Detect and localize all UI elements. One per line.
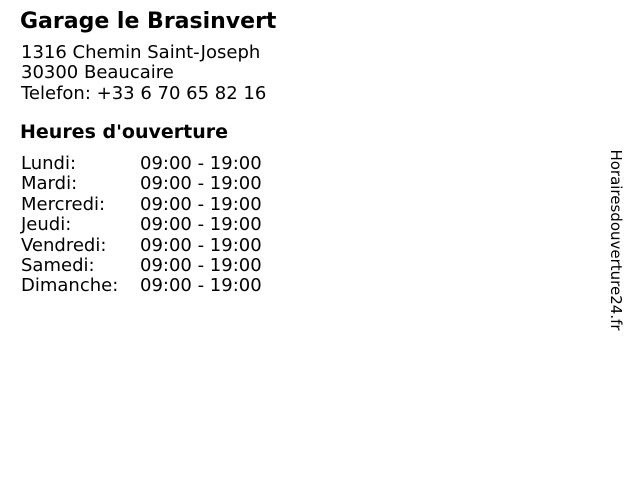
day-label: Lundi:: [21, 153, 77, 174]
business-name: Garage le Brasinvert: [20, 9, 277, 34]
time-value: 09:00 - 19:00: [140, 214, 262, 236]
day-label: Mercredi:: [21, 193, 106, 215]
hours-heading: Heures d'ouverture: [20, 121, 228, 143]
day-label: Vendredi:: [21, 234, 107, 256]
phone-line: Telefon: +33 6 70 65 82 16: [21, 82, 267, 104]
hours-row-lundi: Lundi: 09:00 - 19:00: [21, 153, 262, 174]
hours-row-dimanche: Dimanche: 09:00 - 19:00: [21, 275, 262, 297]
day-label: Mardi:: [21, 173, 78, 195]
day-label: Dimanche:: [21, 275, 119, 297]
hours-row-vendredi: Vendredi: 09:00 - 19:00: [21, 234, 262, 256]
day-label: Samedi:: [21, 255, 95, 277]
address-street: 1316 Chemin Saint-Joseph: [21, 42, 261, 63]
hours-row-mercredi: Mercredi: 09:00 - 19:00: [21, 193, 262, 215]
address-block: 1316 Chemin Saint-Joseph 30300 Beaucaire…: [21, 42, 267, 104]
watermark-site-name: Horairesdouverture24.fr: [607, 149, 625, 331]
time-value: 09:00 - 19:00: [140, 193, 262, 215]
address-city: 30300 Beaucaire: [21, 62, 174, 84]
hours-row-samedi: Samedi: 09:00 - 19:00: [21, 255, 262, 277]
time-value: 09:00 - 19:00: [140, 234, 262, 256]
hours-table: Lundi: 09:00 - 19:00 Mardi: 09:00 - 19:0…: [21, 153, 262, 297]
hours-row-jeudi: Jeudi: 09:00 - 19:00: [21, 214, 262, 236]
time-value: 09:00 - 19:00: [140, 153, 262, 174]
day-label: Jeudi:: [21, 214, 72, 236]
time-value: 09:00 - 19:00: [140, 275, 262, 297]
time-value: 09:00 - 19:00: [140, 255, 262, 277]
time-value: 09:00 - 19:00: [140, 173, 262, 195]
hours-row-mardi: Mardi: 09:00 - 19:00: [21, 173, 262, 195]
